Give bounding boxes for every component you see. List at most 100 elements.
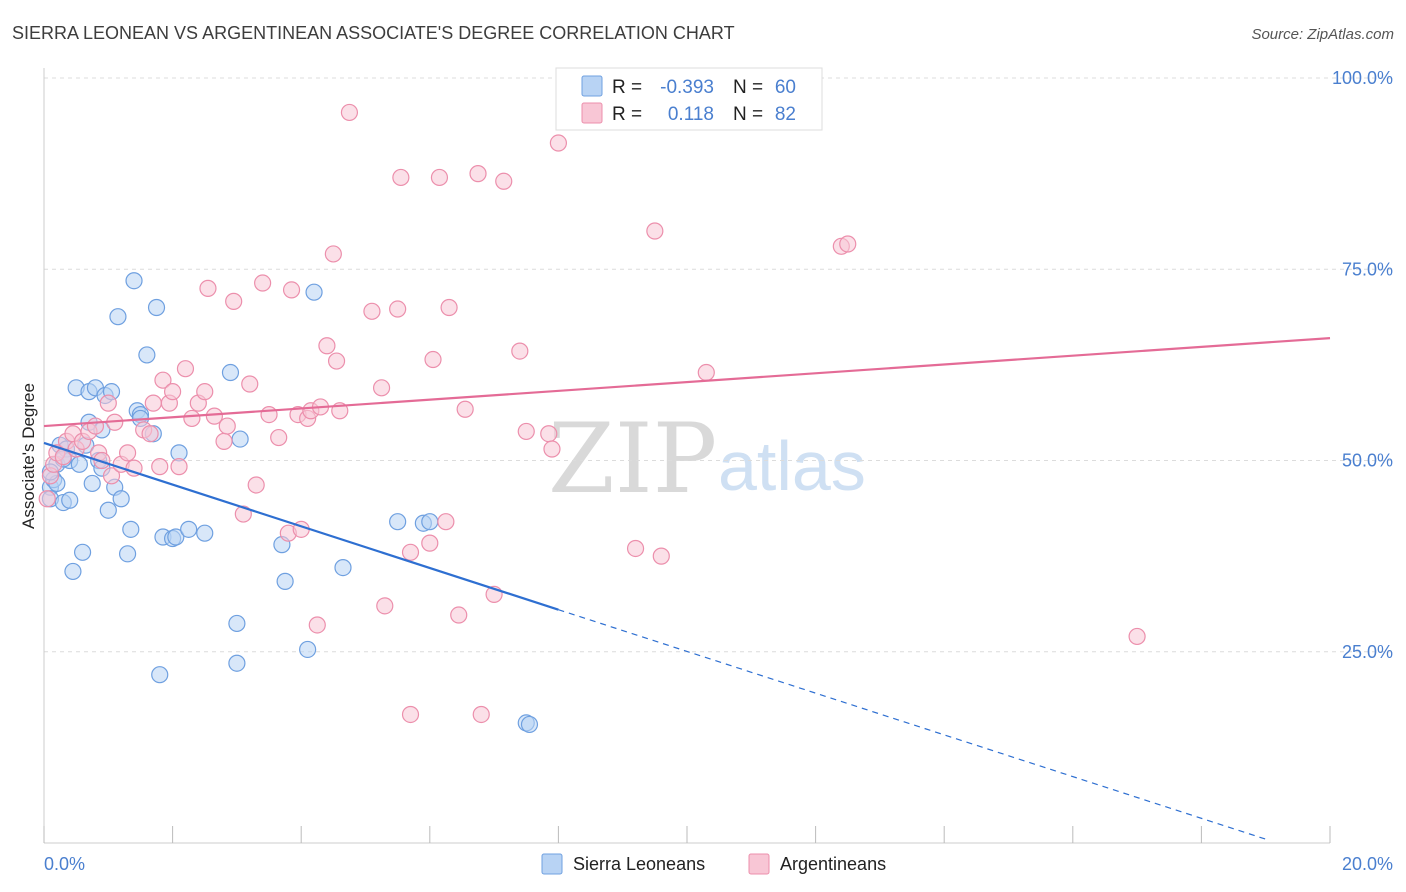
data-point — [430, 168, 449, 187]
data-point — [424, 350, 442, 369]
data-point — [299, 640, 317, 659]
data-point — [389, 513, 407, 531]
data-point — [324, 245, 342, 263]
data-point — [254, 274, 272, 292]
data-point — [372, 379, 391, 397]
data-point — [520, 715, 539, 734]
data-point — [318, 337, 336, 355]
data-point — [247, 476, 265, 494]
data-point — [151, 666, 169, 684]
x-tick-labels: 0.0% 20.0% — [44, 854, 1393, 874]
trend-line-extension — [558, 609, 1266, 840]
data-point — [221, 363, 240, 382]
data-point — [652, 547, 670, 565]
trend-line — [43, 441, 559, 611]
data-point — [228, 654, 246, 672]
data-point — [141, 425, 159, 443]
legend-box: R = -0.393 N = 60 R = 0.118 N = 82 — [555, 67, 823, 131]
data-point — [392, 168, 410, 187]
data-point — [517, 422, 535, 441]
data-point — [282, 281, 301, 299]
legend-n-label-2: N = — [733, 104, 763, 125]
data-point — [83, 474, 101, 493]
watermark-atlas: atlas — [718, 427, 866, 505]
y-tick-labels: 25.0% 50.0% 75.0% 100.0% — [1332, 68, 1393, 662]
y-tick-label: 100.0% — [1332, 68, 1393, 88]
data-point — [363, 302, 381, 320]
axes — [43, 68, 1331, 844]
data-point — [1128, 627, 1146, 646]
data-point — [70, 455, 88, 473]
data-point — [151, 458, 169, 476]
data-point — [205, 407, 223, 425]
data-point — [218, 417, 236, 435]
data-point — [99, 501, 117, 519]
series-sierra-leoneans-points — [41, 272, 539, 734]
data-point — [102, 467, 121, 485]
data-point — [183, 409, 201, 428]
data-point — [327, 352, 346, 370]
data-point — [109, 308, 127, 326]
watermark-zip: ZIP — [548, 403, 717, 515]
data-point — [421, 513, 439, 531]
data-point — [38, 490, 56, 508]
data-point — [495, 172, 513, 190]
data-point — [93, 451, 111, 470]
bottom-legend-label-sierra-leoneans: Sierra Leoneans — [573, 854, 705, 874]
data-point — [228, 614, 246, 633]
x-tick-label-min: 0.0% — [44, 854, 85, 874]
data-point — [225, 292, 243, 310]
chart-title: SIERRA LEONEAN VS ARGENTINEAN ASSOCIATE'… — [12, 23, 735, 43]
legend-r-value-2: 0.118 — [668, 104, 714, 125]
y-axis-label: Associate's Degree — [19, 383, 38, 529]
data-point — [276, 572, 294, 590]
chart-source: Source: ZipAtlas.com — [1251, 26, 1394, 43]
data-point — [196, 383, 214, 401]
watermark: ZIP atlas — [548, 403, 866, 515]
data-point — [646, 222, 664, 240]
data-point — [196, 524, 214, 542]
data-point — [469, 165, 487, 183]
data-point — [125, 272, 143, 290]
data-point — [154, 371, 172, 389]
legend-swatch-sierra-leoneans — [581, 75, 603, 97]
series-argentineans-points — [38, 103, 1146, 724]
data-point — [421, 534, 439, 552]
data-point — [511, 342, 529, 360]
data-point — [549, 134, 568, 152]
data-point — [437, 513, 455, 531]
data-point — [472, 705, 490, 724]
data-point — [167, 528, 185, 546]
y-tick-label: 50.0% — [1342, 451, 1393, 471]
gridlines — [44, 77, 1394, 653]
data-point — [64, 562, 82, 581]
data-point — [180, 520, 198, 538]
legend-swatch-argentineans — [581, 102, 603, 124]
data-point — [401, 705, 420, 724]
legend-r-value-1: -0.393 — [660, 77, 714, 98]
legend-r-label-2: R = — [612, 104, 642, 125]
data-point — [340, 103, 359, 122]
bottom-legend-swatch-sierra-leoneans — [541, 853, 563, 875]
x-tick-label-max: 20.0% — [1342, 854, 1393, 874]
data-point — [176, 360, 195, 378]
data-point — [144, 394, 162, 412]
legend-n-label-1: N = — [733, 77, 763, 98]
legend-n-value-2: 82 — [775, 104, 796, 125]
bottom-legend: Sierra Leoneans Argentineans — [541, 853, 886, 875]
data-point — [215, 432, 233, 450]
data-point — [170, 458, 188, 476]
data-point — [147, 298, 166, 317]
data-point — [234, 505, 252, 523]
data-point — [401, 543, 420, 561]
data-point — [86, 417, 105, 435]
data-point — [308, 616, 326, 634]
data-point — [334, 558, 352, 577]
trend-line — [43, 337, 1331, 428]
data-point — [164, 383, 182, 401]
data-point — [305, 283, 323, 301]
data-point — [456, 400, 474, 418]
data-point — [389, 300, 407, 318]
legend-r-label-1: R = — [612, 77, 642, 98]
